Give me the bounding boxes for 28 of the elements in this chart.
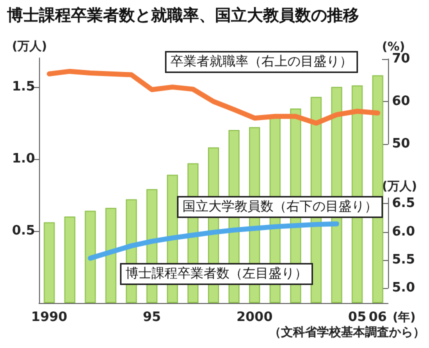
text: （文科省学校基本調査から） [269,325,425,339]
series-label: 卒業者就職率（右上の目盛り） [170,54,352,70]
chart-title: 博士課程卒業者数と就職率、国立大教員数の推移 [6,6,359,24]
x-tick-label: 95 [142,310,161,325]
x-tick-label: 2000 [236,310,273,325]
bar [64,216,76,303]
y2-tick-label: 60 [392,94,410,109]
y3-tick-label: 6.0 [392,224,416,240]
y3-tick-label: 5.5 [392,252,416,268]
y-tick-label: 1.0 [12,151,35,166]
y-tick-label: 1.5 [12,79,35,94]
y3-tick-label: 5.0 [392,280,416,296]
y3-tick-label: 6.5 [392,196,416,212]
x-tick-label: 1990 [31,310,68,325]
y2-tick-label: 70 [392,52,410,66]
y-axis-title: (万人) [12,39,47,53]
bar [84,210,96,303]
x-tick-label: 06 [368,310,387,325]
x-axis-title: (年) [392,310,416,324]
bar [44,222,55,303]
y2-axis-title: (%) [382,40,405,54]
y2-tick-label: 50 [392,136,410,152]
x-tick-label: 05 [348,310,366,325]
y-tick-label: 0.5 [12,223,35,238]
series-label: 博士課程卒業者数（左目盛り） [126,266,308,282]
series-label: 国立大学教員数（右下の目盛り） [182,198,378,214]
bar [105,208,116,303]
y3-axis-title: (万人) [382,179,417,193]
